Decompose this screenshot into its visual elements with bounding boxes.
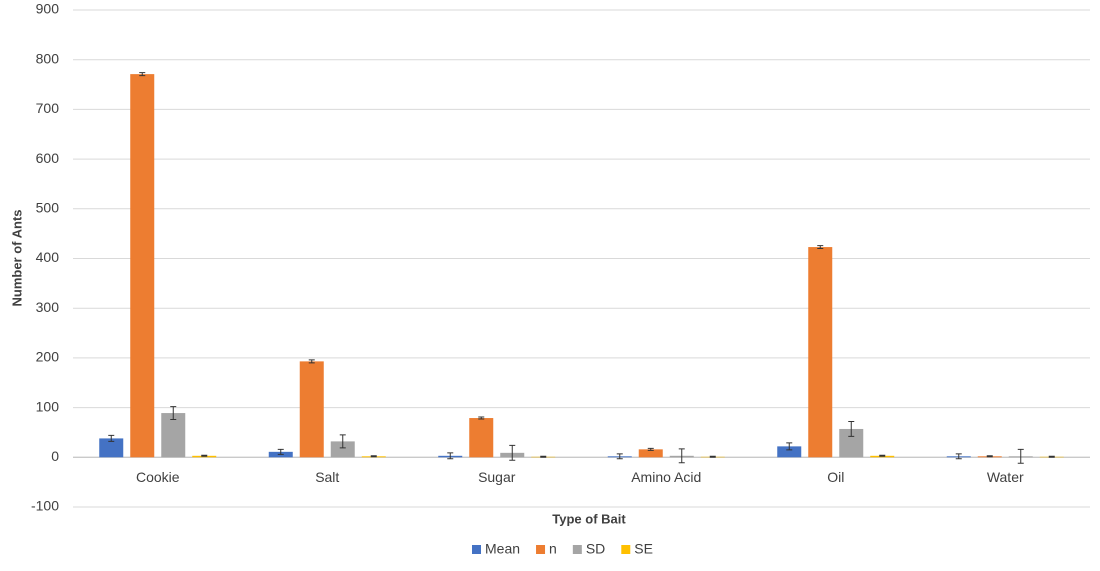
x-axis-title: Type of Bait — [552, 511, 626, 526]
legend-label: Mean — [485, 541, 520, 557]
y-tick-label: 600 — [36, 150, 60, 166]
legend-label: SD — [586, 541, 605, 557]
y-tick-label: 200 — [36, 349, 60, 365]
y-tick-label: 100 — [36, 398, 60, 414]
x-tick-label: Sugar — [478, 469, 516, 485]
x-tick-label: Salt — [315, 469, 339, 485]
legend-swatch — [621, 545, 630, 554]
error-bar — [987, 456, 993, 457]
legend-label: SE — [634, 541, 653, 557]
y-tick-label: 400 — [36, 249, 60, 265]
y-axis-title: Number of Ants — [9, 209, 24, 306]
bar — [469, 418, 493, 457]
error-bar — [879, 455, 885, 456]
legend-label: n — [549, 541, 557, 557]
bar — [130, 74, 154, 457]
y-tick-label: 900 — [36, 1, 60, 17]
legend-swatch — [573, 545, 582, 554]
legend-swatch — [472, 545, 481, 554]
legend-swatch — [536, 545, 545, 554]
error-bar — [1049, 456, 1055, 457]
error-bar — [710, 456, 716, 457]
error-bar — [540, 456, 546, 457]
error-bar — [371, 456, 377, 457]
x-tick-label: Cookie — [136, 469, 180, 485]
x-tick-label: Amino Acid — [631, 469, 701, 485]
error-bar — [201, 455, 207, 456]
x-tick-label: Water — [987, 469, 1024, 485]
y-tick-label: 500 — [36, 200, 60, 216]
y-tick-label: 700 — [36, 100, 60, 116]
y-tick-label: 0 — [51, 448, 59, 464]
y-tick-label: 800 — [36, 50, 60, 66]
x-tick-label: Oil — [827, 469, 844, 485]
y-tick-label: -100 — [31, 498, 59, 514]
bar — [808, 247, 832, 457]
y-tick-label: 300 — [36, 299, 60, 315]
bar — [300, 361, 324, 457]
